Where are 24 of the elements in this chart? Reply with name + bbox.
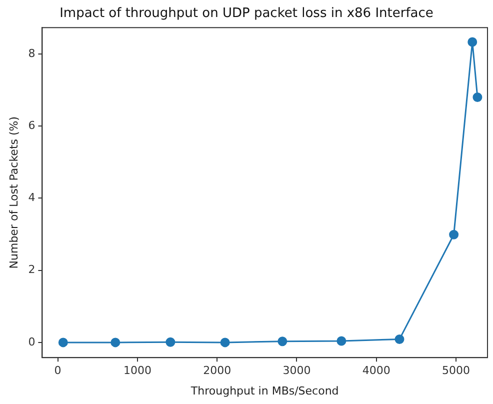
x-tick-label: 3000 (282, 364, 311, 378)
y-axis-title: Number of Lost Packets (%) (7, 116, 20, 269)
x-tick-label: 4000 (362, 364, 390, 378)
point (220, 338, 230, 348)
point (110, 338, 120, 348)
point (166, 337, 176, 347)
point (58, 338, 68, 348)
y-tick-label: 6 (28, 118, 36, 132)
x-tick-label: 2000 (203, 364, 232, 378)
x-tick-label: 0 (54, 364, 62, 378)
y-tick-label: 2 (28, 263, 36, 276)
point (336, 336, 346, 346)
y-tick-label: 8 (28, 46, 36, 60)
x-axis-title: Throughput in MBs/Second (190, 384, 339, 398)
y-tick-label: 0 (28, 335, 36, 348)
point (449, 230, 459, 240)
point (278, 336, 288, 346)
point (394, 334, 404, 344)
point (472, 92, 482, 102)
x-tick-label: 1000 (123, 364, 152, 378)
chart-title: Impact of throughput on UDP packet loss in x86 Interface (60, 6, 434, 22)
point (468, 37, 478, 47)
x-tick-label: 5000 (442, 364, 470, 378)
y-tick-label: 4 (28, 191, 36, 204)
